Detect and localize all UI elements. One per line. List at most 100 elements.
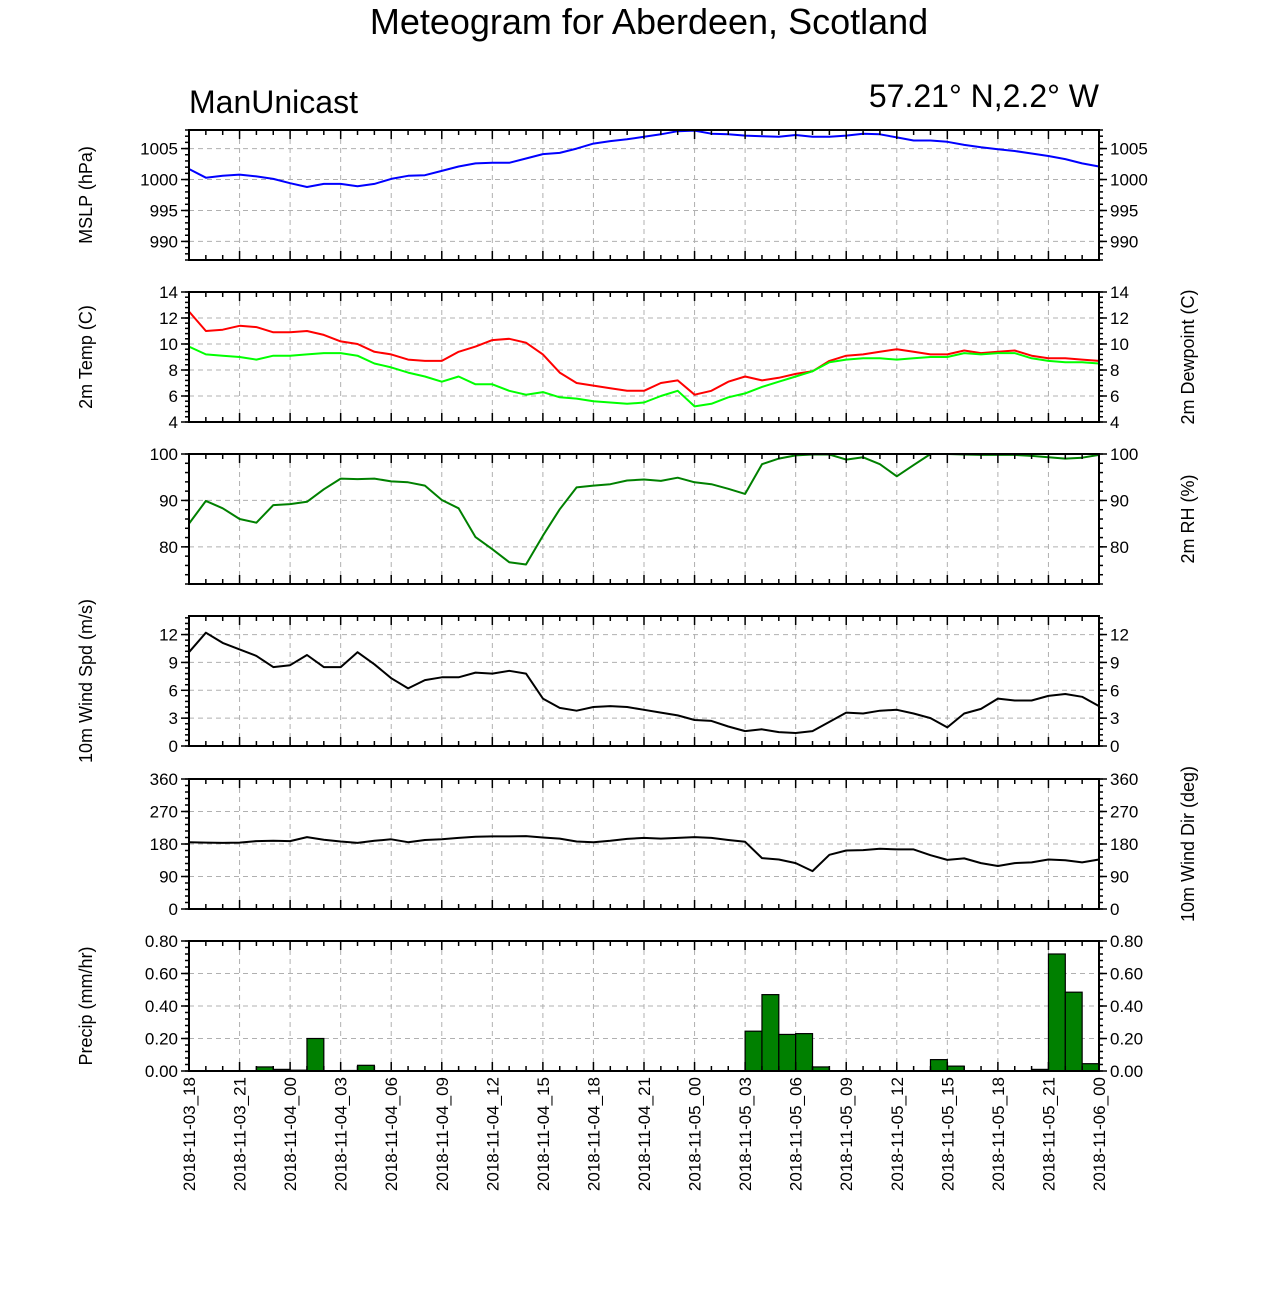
y-tick-label-right: 9 — [1110, 653, 1119, 672]
y-tick-label-right: 12 — [1110, 309, 1129, 328]
x-tick-label: 2018-11-03_18 — [180, 1077, 199, 1191]
y-axis-title-left: MSLP (hPa) — [76, 146, 96, 244]
panel-mslp: 990 990 995 995 1000 1000 1005 1005 MSLP (hPa) — [76, 129, 1148, 261]
y-tick-label-left: 0 — [169, 900, 178, 919]
y-tick-label-right: 8 — [1110, 361, 1119, 380]
series-line-temperature-0 — [188, 310, 1100, 396]
y-tick-label-left: 0.20 — [145, 1030, 178, 1049]
y-tick-label-left: 360 — [150, 770, 178, 789]
y-tick-label-left: 0.00 — [145, 1062, 178, 1081]
x-tick-label: 2018-11-04_03 — [332, 1077, 351, 1191]
y-tick-label-right: 14 — [1110, 283, 1129, 302]
x-tick-label: 2018-11-06_00 — [1090, 1077, 1109, 1191]
series-line-wind-direction-0 — [188, 835, 1100, 873]
x-tick-label: 2018-11-05_12 — [888, 1077, 907, 1191]
y-tick-label-right: 0.00 — [1110, 1062, 1143, 1081]
y-tick-label-left: 1005 — [140, 140, 178, 159]
panel-wind-direction: 0 0 90 90 180 180 270 270 360 360 10m Wind Dir (de… — [150, 766, 1198, 922]
y-tick-label-right: 10 — [1110, 335, 1129, 354]
x-tick-label: 2018-11-04_12 — [483, 1077, 502, 1191]
x-tick-label: 2018-11-04_00 — [281, 1077, 300, 1191]
series-line-temperature-1 — [188, 345, 1100, 408]
y-tick-label-right: 1005 — [1110, 140, 1148, 159]
x-tick-label: 2018-11-04_15 — [534, 1077, 553, 1191]
x-tick-label: 2018-11-05_18 — [989, 1077, 1008, 1191]
y-tick-label-right: 0.80 — [1110, 932, 1143, 951]
y-axis-title-right: 2m RH (%) — [1178, 475, 1198, 564]
y-axis-title-left: 2m Temp (C) — [76, 305, 96, 409]
location-coordinates: 57.21° N,2.2° W — [869, 78, 1100, 114]
y-tick-label-left: 1000 — [140, 171, 178, 190]
y-tick-label-right: 995 — [1110, 201, 1138, 220]
y-axis-title-left: 10m Wind Spd (m/s) — [76, 599, 96, 763]
x-tick-label: 2018-11-03_21 — [231, 1077, 250, 1191]
x-tick-label: 2018-11-04_06 — [382, 1077, 401, 1191]
y-tick-label-right: 90 — [1110, 868, 1129, 887]
y-tick-label-right: 0.60 — [1110, 965, 1143, 984]
panel-precipitation: 0.00 0.00 0.20 0.20 0.40 0.40 0.60 0.60 0.80 0.80… — [76, 932, 1143, 1081]
y-tick-label-left: 270 — [150, 803, 178, 822]
x-tick-label: 2018-11-04_09 — [433, 1077, 452, 1191]
precip-bar — [1081, 1063, 1100, 1072]
y-tick-label-left: 12 — [159, 626, 178, 645]
y-tick-label-left: 6 — [169, 387, 178, 406]
y-tick-label-right: 180 — [1110, 835, 1138, 854]
y-tick-label-right: 80 — [1110, 538, 1129, 557]
y-axis-title-right: 2m Dewpoint (C) — [1178, 289, 1198, 424]
precip-bar — [778, 1033, 797, 1072]
y-tick-label-left: 100 — [150, 445, 178, 464]
panel-temperature: 4 4 6 6 8 8 10 10 12 12 14 14 2m Temp (C) 2m Dewpoint… — [76, 283, 1198, 432]
y-tick-label-left: 90 — [159, 868, 178, 887]
y-tick-label-right: 270 — [1110, 803, 1138, 822]
y-tick-label-left: 90 — [159, 491, 178, 510]
panel-rh: 80 80 90 90 100 100 2m RH (%) — [150, 445, 1198, 585]
x-tick-label: 2018-11-05_03 — [736, 1077, 755, 1191]
y-tick-label-left: 990 — [150, 232, 178, 251]
precip-bar — [744, 1030, 763, 1072]
y-tick-label-right: 90 — [1110, 491, 1129, 510]
y-tick-label-right: 0 — [1110, 737, 1119, 756]
y-tick-label-right: 3 — [1110, 709, 1119, 728]
x-tick-label: 2018-11-04_18 — [584, 1077, 603, 1191]
precip-bar — [929, 1059, 948, 1072]
time-axis: 2018-11-03_18 2018-11-03_21 2018-11-04_00 2… — [180, 1077, 1109, 1191]
y-tick-label-left: 9 — [169, 653, 178, 672]
y-axis-title-left: Precip (mm/hr) — [76, 946, 96, 1065]
y-tick-label-left: 0.60 — [145, 965, 178, 984]
x-tick-label: 2018-11-05_09 — [837, 1077, 856, 1191]
y-tick-label-left: 3 — [169, 709, 178, 728]
precip-bar — [1064, 991, 1083, 1072]
y-tick-label-left: 0 — [169, 737, 178, 756]
model-name: ManUnicast — [189, 84, 358, 120]
y-tick-label-left: 10 — [159, 335, 178, 354]
x-tick-label: 2018-11-05_15 — [938, 1077, 957, 1191]
x-tick-label: 2018-11-05_06 — [787, 1077, 806, 1191]
y-tick-label-left: 12 — [159, 309, 178, 328]
series-line-wind-speed-0 — [188, 631, 1100, 734]
y-tick-label-right: 6 — [1110, 387, 1119, 406]
x-tick-label: 2018-11-05_00 — [686, 1077, 705, 1191]
y-tick-label-right: 12 — [1110, 626, 1129, 645]
precip-bar — [306, 1037, 325, 1072]
y-tick-label-left: 995 — [150, 201, 178, 220]
y-tick-label-left: 14 — [159, 283, 178, 302]
y-axis-title-right: 10m Wind Dir (deg) — [1178, 766, 1198, 922]
y-tick-label-left: 0.40 — [145, 997, 178, 1016]
y-tick-label-right: 990 — [1110, 232, 1138, 251]
chart-title: Meteogram for Aberdeen, Scotland — [370, 1, 928, 42]
precip-bar — [1047, 953, 1066, 1072]
y-tick-label-right: 0.40 — [1110, 997, 1143, 1016]
y-tick-label-right: 1000 — [1110, 171, 1148, 190]
y-tick-label-left: 80 — [159, 538, 178, 557]
x-tick-label: 2018-11-04_21 — [635, 1077, 654, 1191]
y-tick-label-left: 0.80 — [145, 932, 178, 951]
panel-wind-speed: 0 0 3 3 6 6 9 9 12 12 10m Wind Spd (m/s) — [76, 599, 1129, 763]
precip-bar — [761, 994, 780, 1072]
y-tick-label-right: 4 — [1110, 413, 1119, 432]
y-tick-label-right: 0 — [1110, 900, 1119, 919]
x-tick-label: 2018-11-05_21 — [1039, 1077, 1058, 1191]
y-tick-label-left: 180 — [150, 835, 178, 854]
y-tick-label-right: 360 — [1110, 770, 1138, 789]
